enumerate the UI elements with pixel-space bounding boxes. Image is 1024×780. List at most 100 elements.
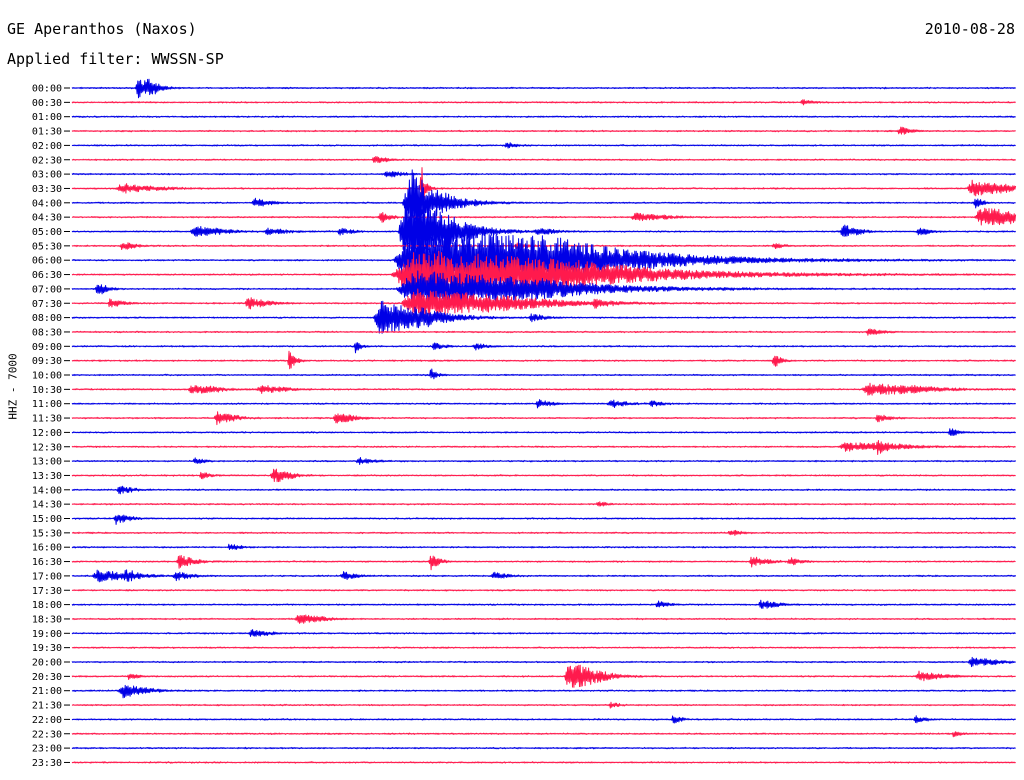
time-label: 19:00 [32, 629, 62, 640]
time-label: 07:00 [32, 284, 62, 295]
time-label: 07:30 [32, 299, 62, 310]
seismic-trace [71, 731, 1017, 738]
time-label: 20:30 [32, 672, 62, 683]
seismic-trace [71, 599, 1016, 609]
seismic-trace [71, 250, 1016, 300]
time-label: 03:00 [32, 170, 62, 181]
time-label: 02:30 [32, 155, 62, 166]
seismic-trace [71, 342, 1016, 354]
time-label: 11:00 [32, 399, 62, 410]
seismic-trace [71, 468, 1016, 483]
seismic-trace [71, 656, 1016, 668]
time-label: 14:30 [32, 500, 62, 511]
seismic-trace [71, 156, 1016, 164]
time-label: 04:00 [32, 198, 62, 209]
seismic-trace [71, 761, 1016, 764]
seismic-trace [71, 555, 1016, 571]
time-label: 20:00 [32, 658, 62, 669]
time-label: 02:00 [32, 141, 62, 152]
time-label: 19:30 [32, 643, 62, 654]
seismic-trace [71, 646, 1016, 649]
time-label: 09:00 [32, 342, 62, 353]
seismic-trace [71, 684, 1016, 699]
seismic-trace [71, 715, 1016, 724]
seismic-trace [71, 485, 1016, 495]
seismic-trace [71, 589, 1016, 592]
seismic-trace [71, 207, 1017, 226]
seismic-trace [71, 167, 1017, 203]
seismic-trace [71, 288, 1016, 317]
seismic-trace [71, 171, 1016, 178]
time-label: 16:30 [32, 557, 62, 568]
time-label: 13:00 [32, 457, 62, 468]
seismic-trace [71, 142, 1016, 149]
time-label: 01:00 [32, 112, 62, 123]
time-label: 12:00 [32, 428, 62, 439]
seismic-trace [71, 701, 1017, 709]
time-label: 15:30 [32, 528, 62, 539]
seismic-trace [71, 457, 1017, 465]
time-label: 10:00 [32, 371, 62, 382]
seismic-trace [71, 199, 1017, 267]
seismic-trace [71, 399, 1016, 409]
seismic-trace [71, 664, 1016, 688]
time-label: 23:00 [32, 744, 62, 755]
seismic-trace [71, 382, 1016, 396]
time-label: 15:00 [32, 514, 62, 525]
seismic-trace [71, 78, 1016, 99]
time-label: 10:30 [32, 385, 62, 396]
time-label: 18:30 [32, 614, 62, 625]
seismic-trace [71, 501, 1016, 507]
seismic-trace [71, 350, 1016, 370]
time-label: 00:30 [32, 98, 62, 109]
seismic-trace [71, 543, 1017, 550]
time-label: 08:00 [32, 313, 62, 324]
time-label: 03:30 [32, 184, 62, 195]
time-label: 17:30 [32, 586, 62, 597]
record-date: 2010-08-28 [924, 20, 1015, 38]
time-label: 04:30 [32, 213, 62, 224]
time-label: 18:00 [32, 600, 62, 611]
seismic-trace [71, 99, 1016, 106]
station-title: GE Aperanthos (Naxos) [7, 20, 197, 38]
time-label: 21:30 [32, 701, 62, 712]
filter-label: Applied filter: WWSSN-SP [7, 50, 224, 68]
seismic-trace [71, 300, 1016, 334]
seismic-trace [71, 440, 1016, 455]
seismic-trace [71, 411, 1016, 426]
seismic-trace [71, 529, 1016, 536]
time-label: 09:30 [32, 356, 62, 367]
seismic-trace [71, 746, 1016, 750]
time-label: 11:30 [32, 414, 62, 425]
seismic-trace [71, 569, 1017, 583]
time-label: 22:30 [32, 729, 62, 740]
time-label: 08:30 [32, 327, 62, 338]
seismic-trace [71, 115, 1016, 118]
time-label: 01:30 [32, 127, 62, 138]
time-label: 14:00 [32, 485, 62, 496]
time-label: 05:00 [32, 227, 62, 238]
time-label: 13:30 [32, 471, 62, 482]
time-label: 12:30 [32, 442, 62, 453]
seismic-trace [71, 328, 1016, 336]
seismic-trace [71, 126, 1016, 135]
seismic-trace [71, 368, 1016, 380]
time-label: 23:30 [32, 758, 62, 769]
time-label: 22:00 [32, 715, 62, 726]
seismic-trace [71, 169, 1016, 236]
time-label: 17:00 [32, 571, 62, 582]
time-label: 16:00 [32, 543, 62, 554]
time-label: 21:00 [32, 686, 62, 697]
seismic-trace [71, 225, 1016, 293]
time-label: 05:30 [32, 241, 62, 252]
time-label: 06:30 [32, 270, 62, 281]
seismic-trace [71, 614, 1017, 624]
seismic-trace [71, 514, 1016, 525]
time-label: 06:00 [32, 256, 62, 267]
seismic-trace [71, 270, 1017, 307]
time-label: 00:00 [32, 84, 62, 95]
seismic-trace [71, 629, 1016, 637]
seismic-trace [71, 428, 1016, 436]
